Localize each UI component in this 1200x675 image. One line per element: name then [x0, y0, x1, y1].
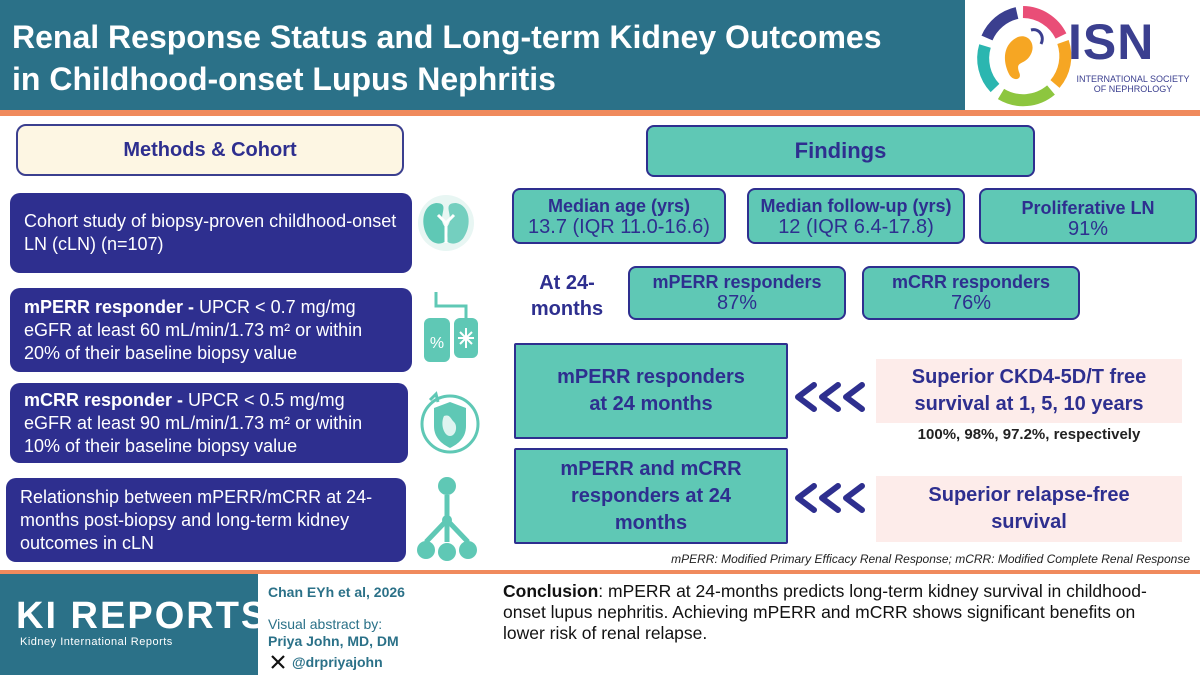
stat-label: Median age (yrs): [547, 196, 691, 216]
methods-item-mcrr: mCRR responder - UPCR < 0.5 mg/mg eGFR a…: [10, 383, 408, 463]
author-handle-link[interactable]: @drpriyajohn: [292, 654, 383, 670]
isn-subtitle-line-2: OF NEPHROLOGY: [1093, 84, 1173, 94]
methods-item-text: UPCR < 0.7 mg/mg eGFR at least 60 mL/min…: [24, 296, 363, 363]
citation: Chan EYh et al, 2026: [268, 584, 405, 600]
mperr-responders-stat: mPERR responders 87%: [628, 266, 846, 320]
abbreviations-note: mPERR: Modified Primary Efficacy Renal R…: [671, 552, 1190, 566]
methods-heading: Methods & Cohort: [16, 124, 404, 176]
stat-value: 87%: [716, 292, 758, 314]
methods-item-mperr: mPERR responder - UPCR < 0.7 mg/mg eGFR …: [10, 288, 412, 372]
methods-item-text: Relationship between mPERR/mCRR at 24-mo…: [20, 486, 373, 553]
methods-item-bold: mPERR responder -: [24, 296, 200, 317]
chevrons-left-icon: [795, 483, 865, 513]
methods-item-text: UPCR < 0.5 mg/mg eGFR at least 90 mL/min…: [24, 389, 363, 456]
isn-logo-subtitle: INTERNATIONAL SOCIETY OF NEPHROLOGY: [1068, 74, 1198, 94]
methods-item-text: Cohort study of biopsy-proven childhood-…: [24, 211, 397, 254]
at-24-months-label: At 24-months: [530, 272, 604, 320]
isn-subtitle-line-1: INTERNATIONAL SOCIETY: [1076, 74, 1190, 84]
stat-value: 13.7 (IQR 11.0-16.6): [528, 216, 710, 238]
stat-label: Median follow-up (yrs): [760, 196, 952, 216]
outcome-label: Superior CKD4-5D/T free survival at 1, 5…: [911, 366, 1147, 415]
stat-median-follow-up: Median follow-up (yrs) 12 (IQR 6.4-17.8): [747, 188, 965, 244]
svg-text:%: %: [430, 335, 444, 352]
mcrr-responders-stat: mCRR responders 76%: [862, 266, 1080, 320]
stat-label: Proliferative LN: [1021, 198, 1155, 218]
title-line-2: in Childhood-onset Lupus Nephritis: [12, 61, 556, 97]
stat-label: mPERR responders: [652, 272, 822, 292]
author-name: Priya John, MD, DM: [268, 633, 399, 649]
result-group-mperr: mPERR responders at 24 months: [514, 343, 788, 439]
header-divider: [0, 110, 1200, 116]
outcome-ckd-free-survival: Superior CKD4-5D/T free survival at 1, 5…: [876, 359, 1182, 423]
findings-heading: Findings: [646, 125, 1035, 177]
ki-reports-subtitle: Kidney International Reports: [20, 636, 173, 648]
isn-logo-area: ISN INTERNATIONAL SOCIETY OF NEPHROLOGY: [965, 0, 1200, 110]
chevrons-left-icon: [795, 382, 865, 412]
kidney-icon: [418, 195, 474, 251]
iv-bag-icon: %: [424, 292, 478, 362]
isn-logo-text: ISN: [1068, 14, 1155, 70]
visual-abstract-label: Visual abstract by:: [268, 616, 383, 632]
stat-value: 91%: [1067, 218, 1109, 240]
stat-median-age: Median age (yrs) 13.7 (IQR 11.0-16.6): [512, 188, 726, 244]
stat-value: 12 (IQR 6.4-17.8): [778, 216, 934, 238]
methods-item-cohort: Cohort study of biopsy-proven childhood-…: [10, 193, 412, 273]
kidney-shield-icon: [420, 391, 480, 454]
outcome-relapse-free-survival: Superior relapse-free survival: [876, 476, 1182, 542]
stat-label: mCRR responders: [891, 272, 1051, 292]
title-line-1: Renal Response Status and Long-term Kidn…: [12, 19, 882, 55]
ki-reports-logo: KI REPORTS: [16, 595, 269, 637]
methods-item-relationship: Relationship between mPERR/mCRR at 24-mo…: [6, 478, 406, 562]
conclusion-label: Conclusion: [503, 581, 599, 601]
isn-globe-logo-icon: [977, 6, 1072, 107]
stat-proliferative-ln: Proliferative LN 91%: [979, 188, 1197, 244]
branch-tree-icon: [417, 477, 477, 561]
ki-reports-logo-area: [0, 574, 258, 675]
stat-value: 76%: [950, 292, 992, 314]
footer-divider: [0, 570, 1200, 574]
result-group-label: mPERR responders at 24 months: [557, 366, 745, 415]
outcome-note: 100%, 98%, 97.2%, respectively: [917, 426, 1141, 443]
conclusion-body: : mPERR at 24-months predicts long-term …: [503, 581, 1147, 643]
result-group-label: mPERR and mCRR responders at 24 months: [560, 457, 742, 534]
x-logo-icon: [271, 655, 285, 669]
conclusion-text: Conclusion: mPERR at 24-months predicts …: [503, 581, 1163, 644]
result-group-mperr-mcrr: mPERR and mCRR responders at 24 months: [514, 448, 788, 544]
page-title: Renal Response Status and Long-term Kidn…: [12, 16, 972, 100]
outcome-label: Superior relapse-free survival: [928, 484, 1130, 533]
methods-item-bold: mCRR responder -: [24, 389, 189, 410]
